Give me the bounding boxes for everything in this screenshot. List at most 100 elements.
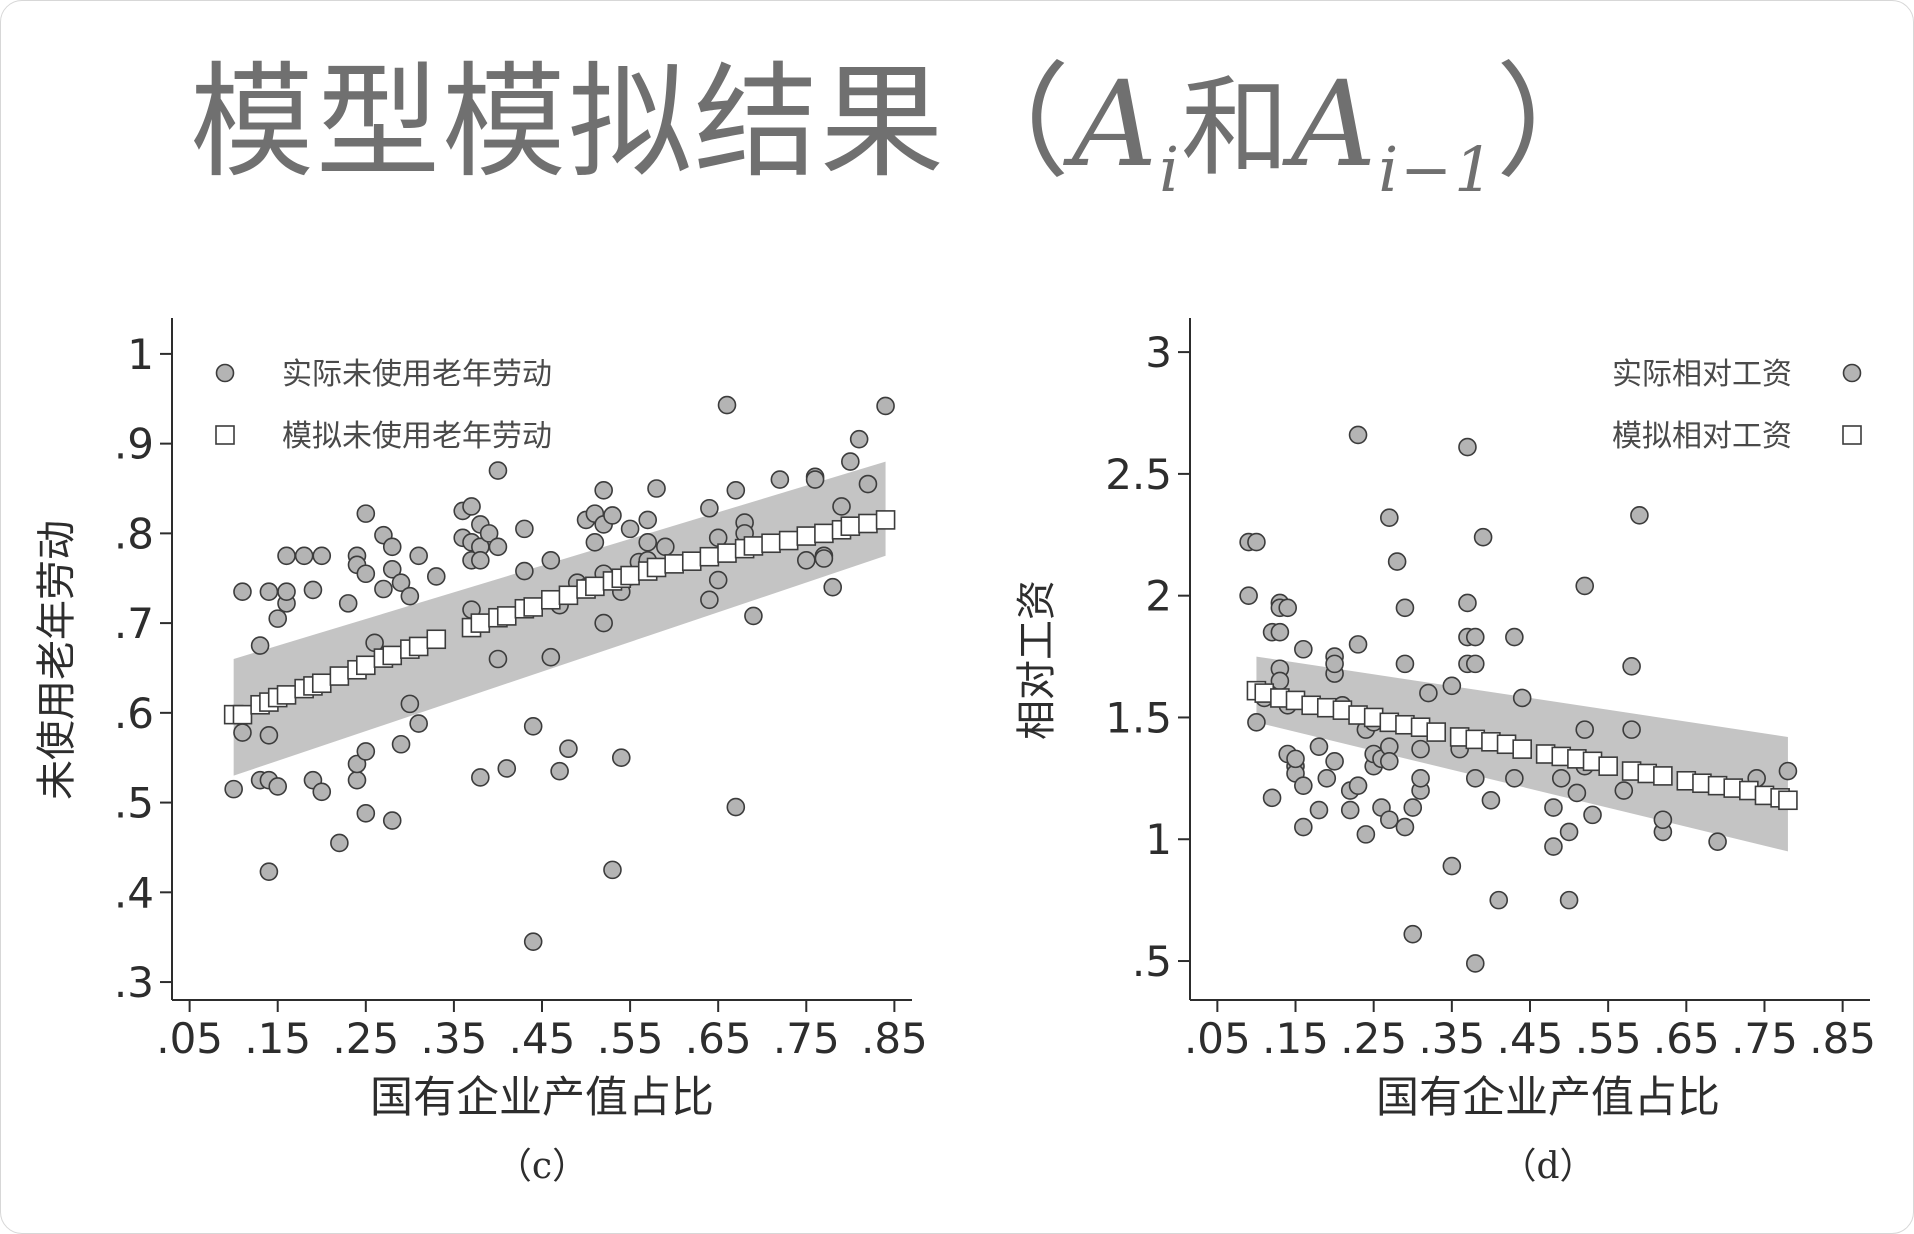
data-point-actual: [259, 725, 279, 745]
y-tick-label: .3: [114, 958, 154, 1007]
data-point-actual: [1575, 576, 1595, 596]
data-point-actual: [823, 577, 843, 597]
data-point-actual: [374, 579, 393, 599]
chart-caption: （d）: [1500, 1146, 1595, 1187]
data-point-simulated: [1598, 756, 1618, 776]
data-point-actual: [1380, 508, 1399, 528]
data-point-actual: [1481, 790, 1501, 810]
title-conjunction: 和: [1181, 66, 1292, 191]
y-tick-label: .5: [114, 779, 154, 828]
x-tick-label: .55: [597, 1014, 664, 1063]
data-point-actual: [559, 739, 578, 759]
data-point-actual: [382, 537, 402, 557]
data-point-actual: [497, 759, 517, 778]
data-point-actual: [1559, 822, 1579, 842]
title-math-a: A: [1072, 55, 1160, 193]
y-tick-label: .8: [114, 509, 154, 558]
x-axis-title: 国有企业产值占比: [370, 1073, 714, 1123]
data-point-actual: [1348, 635, 1368, 654]
data-point-actual: [1458, 593, 1477, 613]
data-point-actual: [259, 862, 279, 881]
data-point-actual: [700, 590, 719, 610]
data-point-actual: [1544, 798, 1563, 817]
data-point-actual: [250, 636, 270, 655]
data-point-actual: [1465, 954, 1485, 973]
x-tick-label: .45: [509, 1014, 576, 1063]
data-point-actual: [849, 429, 869, 449]
data-point-actual: [594, 613, 613, 633]
data-point-actual: [523, 717, 543, 736]
title-right-paren: ）: [1495, 51, 1622, 195]
data-point-actual: [647, 479, 666, 498]
y-axis-title: 相对工资: [1014, 580, 1060, 740]
x-tick-label: .05: [1184, 1014, 1251, 1063]
legend-marker-square: [215, 425, 235, 445]
data-point-actual: [638, 533, 658, 552]
data-point-actual: [488, 649, 508, 669]
data-point-actual: [382, 559, 402, 579]
title-math-a-lag: A: [1291, 55, 1379, 193]
x-tick-label: .25: [1340, 1014, 1407, 1063]
data-point-actual: [400, 586, 420, 606]
data-point-actual: [611, 748, 631, 768]
data-point-actual: [1325, 751, 1344, 771]
x-axis-title: 国有企业产值占比: [1376, 1073, 1720, 1123]
data-point-actual: [814, 549, 834, 568]
x-tick-label: .55: [1575, 1014, 1642, 1063]
data-point-actual: [1387, 552, 1407, 571]
data-point-actual: [1247, 532, 1266, 552]
data-point-actual: [1309, 737, 1329, 756]
data-point-actual: [1653, 810, 1673, 830]
data-point-actual: [1294, 817, 1313, 837]
data-point-actual: [638, 510, 658, 530]
data-point-actual: [1348, 776, 1368, 795]
data-point-actual: [1465, 769, 1485, 788]
y-tick-label: .9: [114, 420, 154, 469]
y-tick-label: 2: [1145, 572, 1172, 621]
data-point-actual: [1622, 657, 1641, 676]
title-subscript-i-minus-1: i−1: [1378, 133, 1496, 206]
legend-marker-circle: [215, 363, 235, 383]
data-point-simulated: [1426, 722, 1447, 742]
slide-title: 模型模拟结果（Ai和Ai−1）: [190, 48, 1622, 245]
x-tick-label: .65: [1653, 1014, 1720, 1063]
data-point-actual: [1708, 832, 1727, 851]
data-point-actual: [541, 647, 561, 667]
data-point-actual: [471, 550, 490, 570]
data-point-actual: [515, 519, 534, 539]
y-axis-title: 未使用老年劳动: [34, 520, 80, 800]
data-point-actual: [1458, 437, 1477, 457]
data-point-actual: [1309, 800, 1329, 820]
data-point-actual: [1395, 817, 1415, 837]
data-point-actual: [479, 524, 499, 543]
x-tick-label: .75: [1731, 1014, 1798, 1063]
x-tick-label: .15: [244, 1014, 311, 1063]
data-point-actual: [1356, 825, 1376, 844]
data-point-actual: [1380, 810, 1399, 830]
data-point-actual: [726, 797, 746, 817]
data-point-actual: [488, 461, 508, 480]
data-point-actual: [858, 474, 878, 494]
data-point-actual: [268, 609, 288, 628]
x-tick-label: .45: [1497, 1014, 1564, 1063]
data-point-actual: [1294, 776, 1313, 795]
data-point-actual: [1544, 837, 1563, 856]
data-point-actual: [409, 546, 428, 566]
data-point-actual: [805, 470, 825, 489]
x-tick-label: .85: [1809, 1014, 1876, 1063]
data-point-actual: [356, 804, 376, 823]
data-point-actual: [1348, 425, 1368, 445]
y-tick-label: .4: [114, 868, 154, 917]
data-point-actual: [1778, 761, 1798, 781]
data-point-actual: [462, 497, 481, 516]
data-point-actual: [1262, 788, 1282, 808]
data-point-actual: [356, 742, 376, 761]
data-point-actual: [726, 480, 746, 500]
x-tick-label: .05: [156, 1014, 223, 1063]
x-tick-label: .15: [1262, 1014, 1329, 1063]
data-point-actual: [1411, 769, 1430, 788]
data-point-simulated: [1512, 739, 1532, 759]
x-tick-label: .85: [861, 1014, 928, 1063]
